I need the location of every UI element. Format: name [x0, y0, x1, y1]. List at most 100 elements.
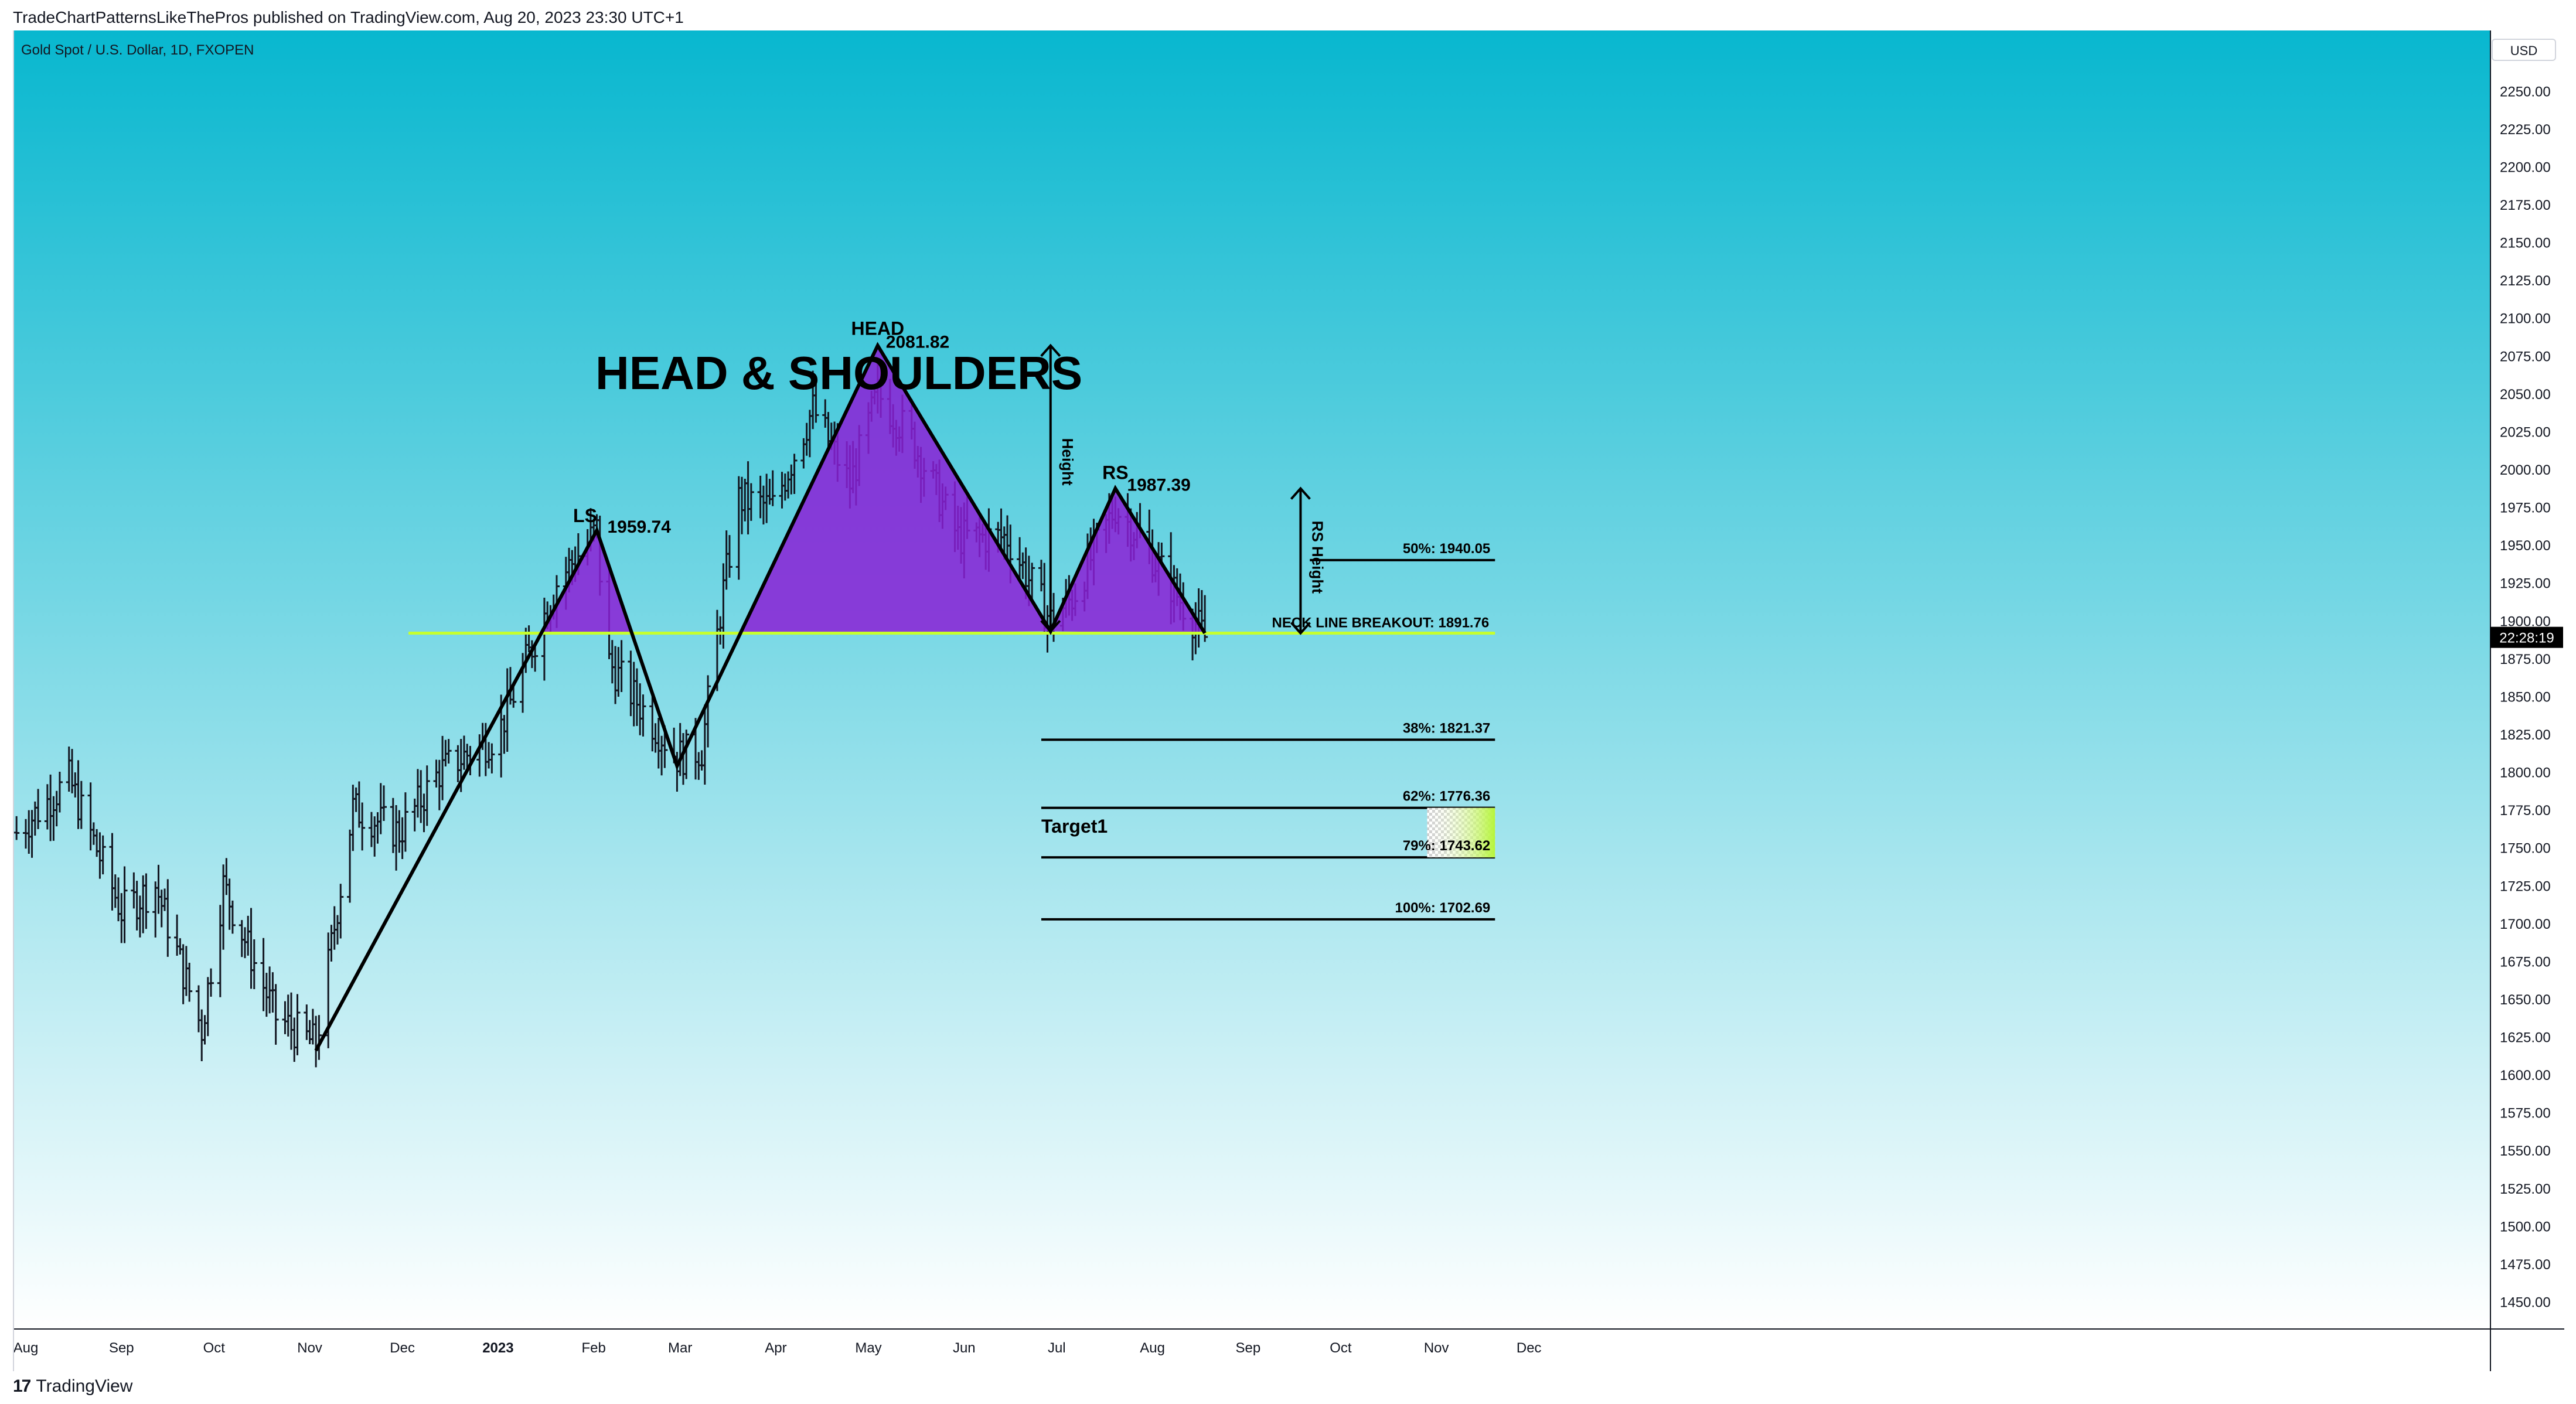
ohlc-bar — [56, 771, 63, 813]
pattern-title: HEAD & SHOULDERS — [595, 347, 1082, 399]
fib-level-label: 62%: 1776.36 — [1403, 789, 1490, 805]
right-shoulder-fill — [1050, 488, 1205, 633]
y-tick-label: 1475.00 — [2500, 1257, 2551, 1273]
head-value: 2081.82 — [886, 333, 949, 352]
x-tick-label: Jun — [953, 1340, 976, 1356]
ohlc-bar — [424, 765, 430, 826]
y-tick-label: 1925.00 — [2500, 576, 2551, 592]
ohlc-bar — [100, 835, 106, 875]
x-tick-label: Dec — [1517, 1340, 1542, 1356]
x-tick-label: Nov — [297, 1340, 322, 1356]
footer — [0, 1371, 2576, 1404]
y-tick-label: 2225.00 — [2500, 122, 2551, 138]
y-tick-label: 2100.00 — [2500, 311, 2551, 327]
tradingview-logo[interactable]: 17 TradingView — [13, 1375, 132, 1398]
y-tick-label: 1850.00 — [2500, 689, 2551, 705]
price-axis-bg — [2490, 30, 2564, 1371]
ohlc-bar — [78, 781, 84, 829]
ohlc-bar — [618, 640, 625, 692]
arrow-head-up — [1040, 343, 1061, 357]
countdown-label: 22:28:19 — [2499, 631, 2554, 646]
axes: 1450.00 1475.00 1500.00 1525.00 1550.00 1575.… — [14, 30, 2564, 1371]
y-tick-label: 1625.00 — [2500, 1030, 2551, 1046]
y-tick-label: 1450.00 — [2500, 1295, 2551, 1311]
y-tick-label: 2250.00 — [2500, 84, 2551, 100]
pattern-line — [314, 342, 1207, 1052]
ohlc-bar — [769, 470, 776, 506]
x-tick-label: Jul — [1048, 1340, 1066, 1356]
y-tick-label: 1950.00 — [2500, 538, 2551, 554]
rs-height-label: RS Height — [1309, 521, 1326, 594]
y-tick-label: 1975.00 — [2500, 500, 2551, 516]
y-tick-label: 2175.00 — [2500, 197, 2551, 213]
ohlc-bar — [640, 694, 646, 737]
ohlc-bar — [251, 939, 257, 989]
y-tick-label: 1775.00 — [2500, 803, 2551, 819]
y-tick-label: 2125.00 — [2500, 273, 2551, 289]
time-axis-bg — [14, 1329, 2564, 1371]
x-tick-label: May — [855, 1340, 881, 1356]
arrow-head-down — [1290, 622, 1311, 635]
y-tick-label: 2050.00 — [2500, 387, 2551, 403]
head-label: HEAD — [851, 318, 904, 339]
y-tick-label: 1875.00 — [2500, 652, 2551, 667]
x-tick-label: Apr — [765, 1340, 786, 1356]
target-zone-fill — [1427, 807, 1495, 858]
y-tick-label: 1525.00 — [2500, 1181, 2551, 1197]
x-tick-label: Oct — [1330, 1340, 1352, 1356]
y-tick-label: 1550.00 — [2500, 1143, 2551, 1159]
ohlc-bar — [402, 792, 408, 852]
top-bar: TradeChartPatternsLikeThePros published … — [0, 0, 2576, 30]
y-tick-label: 2150.00 — [2500, 236, 2551, 251]
target-label: Target1 — [1041, 816, 1108, 837]
ohlc-bar — [121, 866, 128, 943]
tradingview-brand: TradingView — [36, 1376, 133, 1396]
y-tick-label: 2025.00 — [2500, 424, 2551, 440]
x-tick-label: 2023 — [482, 1340, 513, 1356]
symbol-legend[interactable]: Gold Spot / U.S. Dollar, 1D, FXOPEN — [21, 42, 254, 58]
x-tick-label: Sep — [109, 1340, 134, 1356]
published-caption: TradeChartPatternsLikeThePros published … — [13, 8, 684, 26]
currency-button[interactable]: USD — [2492, 39, 2556, 61]
x-tick-label: Mar — [668, 1340, 692, 1356]
ohlc-bar — [489, 743, 495, 773]
ohlc-bar — [683, 730, 690, 779]
neckline-label: NECK LINE BREAKOUT: 1891.76 — [1272, 615, 1490, 631]
fib-level-label: 79%: 1743.62 — [1403, 838, 1490, 854]
y-tick-label: 1650.00 — [2500, 992, 2551, 1008]
arrow-head-up — [1290, 486, 1311, 500]
ohlc-bar — [165, 879, 171, 957]
pattern-drawing — [314, 342, 1495, 1052]
ohlc-bar — [445, 739, 452, 764]
chart-canvas[interactable]: 1450.00 1475.00 1500.00 1525.00 1550.00 1575.… — [14, 30, 2564, 1371]
rs-value: 1987.39 — [1127, 476, 1190, 495]
rs-height-arrow — [1290, 486, 1311, 635]
x-tick-label: Feb — [582, 1340, 606, 1356]
y-tick-label: 1600.00 — [2500, 1068, 2551, 1083]
y-tick-label: 1500.00 — [2500, 1219, 2551, 1235]
tradingview-mark-icon: 17 — [13, 1376, 31, 1396]
x-tick-label: Nov — [1424, 1340, 1449, 1356]
x-tick-label: Aug — [1140, 1340, 1165, 1356]
ohlc-bar — [208, 968, 214, 997]
y-tick-label: 2075.00 — [2500, 349, 2551, 364]
ohlc-bar — [338, 884, 344, 939]
ohlc-bar — [14, 816, 20, 840]
ohlc-bar — [1029, 563, 1035, 603]
ohlc-bar — [705, 675, 711, 748]
y-tick-label: 2200.00 — [2500, 159, 2551, 175]
ohlc-bar — [272, 984, 279, 1045]
x-tick-label: Sep — [1236, 1340, 1261, 1356]
y-tick-label: 1750.00 — [2500, 841, 2551, 857]
ohlc-bar — [229, 900, 236, 934]
ohlc-bar — [186, 962, 193, 1002]
ohlc-bar — [791, 454, 798, 495]
chart-panel[interactable]: 1450.00 1475.00 1500.00 1525.00 1550.00 1575.… — [13, 30, 2564, 1371]
current-price-badge — [2490, 626, 2563, 648]
ohlc-bar — [813, 377, 819, 423]
ls-value: 1959.74 — [607, 517, 671, 537]
x-tick-label: Aug — [14, 1340, 38, 1356]
arrow-head-down — [1040, 620, 1061, 633]
y-tick-label: 1800.00 — [2500, 765, 2551, 781]
